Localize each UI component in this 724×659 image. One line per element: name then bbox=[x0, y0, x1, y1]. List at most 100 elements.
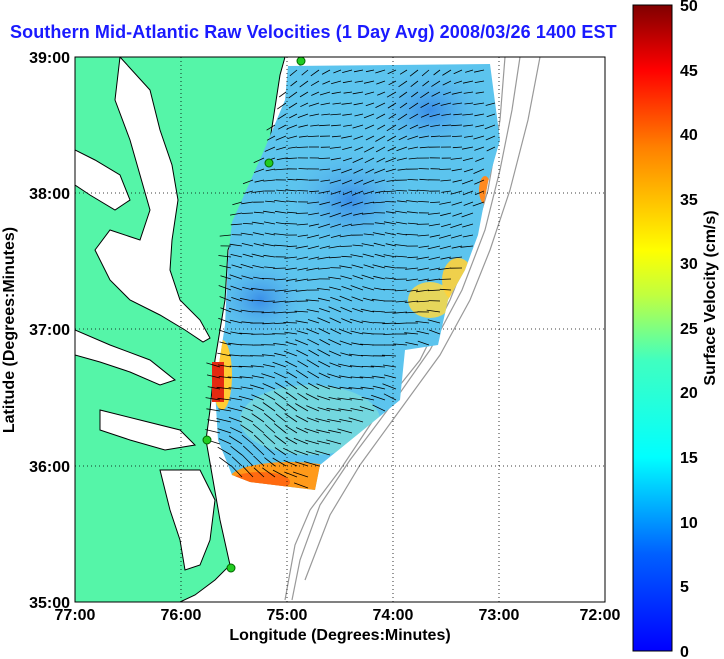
velocity-vector bbox=[307, 319, 320, 324]
velocity-vector bbox=[342, 113, 353, 116]
velocity-vector bbox=[398, 135, 408, 141]
velocity-vector bbox=[287, 135, 298, 139]
velocity-vector bbox=[329, 317, 342, 324]
velocity-vector bbox=[360, 343, 375, 346]
radar-stations bbox=[202, 57, 306, 573]
velocity-vector bbox=[418, 124, 430, 129]
velocity-vector bbox=[364, 91, 375, 95]
velocity-vector bbox=[241, 212, 254, 214]
velocity-vector bbox=[349, 365, 364, 368]
velocity-vector bbox=[352, 275, 364, 280]
velocity-vector bbox=[307, 135, 320, 137]
velocity-vector bbox=[252, 444, 265, 456]
velocity-vector bbox=[418, 278, 430, 282]
velocity-vector bbox=[261, 354, 276, 357]
velocity-vector bbox=[359, 376, 375, 379]
velocity-vector bbox=[327, 419, 342, 423]
velocity-vector bbox=[283, 322, 298, 324]
velocity-vector bbox=[442, 69, 452, 76]
velocity-vector bbox=[385, 168, 397, 173]
velocity-vector bbox=[406, 211, 419, 214]
velocity-vector bbox=[319, 339, 331, 346]
velocity-vector bbox=[289, 69, 298, 77]
velocity-vector bbox=[353, 135, 364, 140]
station-marker bbox=[264, 158, 274, 168]
velocity-vector bbox=[286, 211, 298, 214]
velocity-vector bbox=[249, 384, 265, 390]
velocity-vector bbox=[409, 113, 419, 120]
velocity-vector bbox=[398, 124, 408, 131]
velocity-vector bbox=[241, 243, 254, 247]
velocity-vector bbox=[286, 278, 298, 282]
colorbar-tick-label: 15 bbox=[680, 450, 698, 467]
velocity-vector bbox=[230, 223, 243, 226]
velocity-vector bbox=[475, 124, 485, 128]
velocity-vector bbox=[396, 146, 408, 152]
velocity-vector bbox=[363, 146, 375, 153]
velocity-vector bbox=[230, 445, 243, 456]
velocity-vector bbox=[274, 289, 287, 292]
velocity-vector bbox=[407, 135, 419, 140]
velocity-vector bbox=[219, 456, 232, 467]
velocity-vector bbox=[421, 69, 430, 77]
velocity-vector bbox=[231, 297, 243, 302]
velocity-vector bbox=[452, 212, 463, 217]
velocity-vector bbox=[353, 69, 364, 73]
velocity-vector bbox=[329, 146, 342, 149]
velocity-vector bbox=[415, 321, 430, 324]
x-tick-label: 73:00 bbox=[479, 607, 520, 624]
velocity-vector bbox=[385, 157, 397, 163]
velocity-vector bbox=[415, 289, 430, 293]
velocity-vector bbox=[339, 234, 353, 238]
velocity-vector bbox=[229, 243, 243, 247]
velocity-vector bbox=[382, 383, 397, 390]
velocity-vector bbox=[383, 221, 397, 225]
velocity-vector bbox=[384, 232, 397, 236]
velocity-vector bbox=[296, 256, 309, 260]
velocity-vector bbox=[359, 406, 375, 412]
velocity-vector bbox=[206, 408, 221, 412]
velocity-vector bbox=[241, 201, 254, 205]
velocity-vector bbox=[284, 300, 298, 303]
velocity-vector bbox=[373, 242, 386, 247]
velocity-vector bbox=[238, 395, 254, 401]
velocity-vector bbox=[240, 232, 254, 236]
velocity-vector bbox=[301, 69, 309, 76]
velocity-vector bbox=[385, 243, 397, 247]
velocity-vector bbox=[361, 366, 375, 368]
velocity-vector bbox=[394, 244, 408, 247]
velocity-vector bbox=[242, 466, 254, 478]
velocity-vector bbox=[216, 386, 232, 390]
velocity-vector bbox=[317, 317, 331, 324]
velocity-vector bbox=[438, 234, 452, 239]
velocity-vector bbox=[364, 201, 375, 205]
velocity-vector bbox=[461, 146, 474, 150]
velocity-vector bbox=[350, 285, 364, 291]
colorbar-ticks: 50 45 40 35 30 25 20 15 10 5 0 bbox=[680, 0, 698, 659]
velocity-vector bbox=[442, 91, 452, 96]
colorbar-tick-label: 30 bbox=[680, 256, 698, 273]
velocity-vector bbox=[440, 223, 452, 228]
velocity-vector bbox=[407, 222, 419, 225]
velocity-vector bbox=[365, 135, 375, 141]
velocity-vector bbox=[228, 307, 243, 313]
velocity-vector bbox=[352, 201, 364, 206]
velocity-vector bbox=[439, 245, 452, 250]
velocity-vector bbox=[240, 263, 254, 269]
velocity-vector bbox=[319, 91, 331, 96]
velocity-vector bbox=[439, 201, 452, 205]
velocity-vector bbox=[339, 328, 353, 335]
velocity-vector bbox=[266, 124, 276, 131]
velocity-vector bbox=[295, 427, 309, 434]
velocity-vector bbox=[219, 234, 232, 237]
velocity-vector bbox=[422, 80, 430, 87]
velocity-vector bbox=[395, 210, 408, 214]
y-tick-label: 35:00 bbox=[29, 595, 70, 612]
velocity-vector bbox=[308, 256, 320, 260]
velocity-vector bbox=[252, 265, 265, 269]
velocity-vector bbox=[337, 397, 353, 401]
velocity-vector bbox=[405, 234, 419, 236]
velocity-vector bbox=[310, 69, 320, 77]
velocity-vector bbox=[218, 438, 232, 445]
velocity-vector bbox=[262, 243, 276, 247]
